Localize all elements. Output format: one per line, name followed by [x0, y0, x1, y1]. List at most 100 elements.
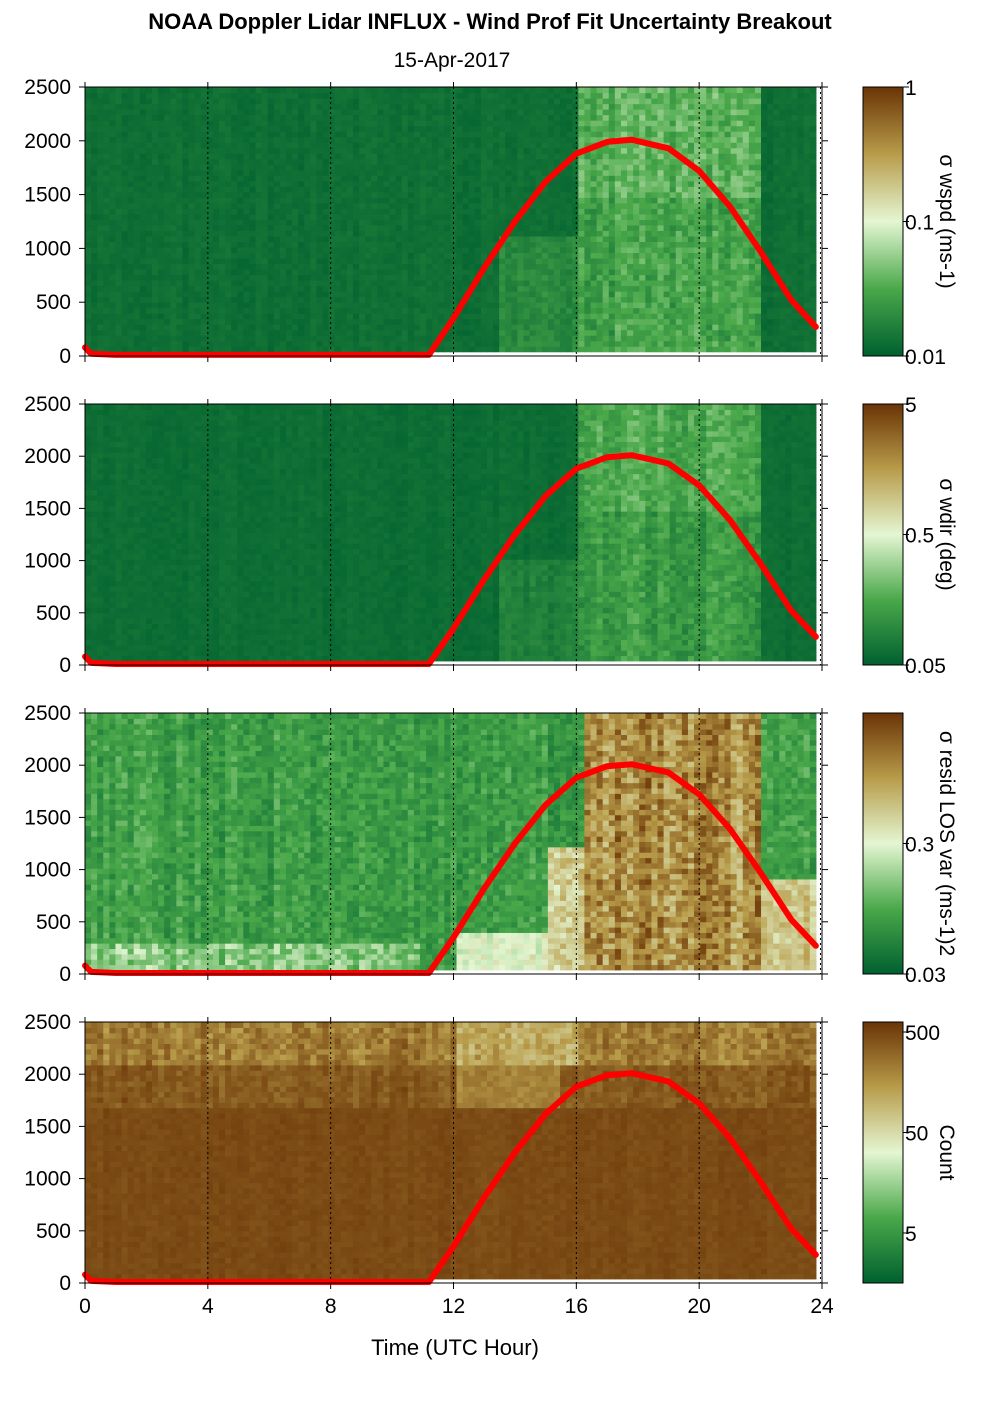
- heatmap-cell: [255, 202, 263, 209]
- heatmap-cell: [523, 274, 531, 281]
- heatmap-cell: [298, 180, 305, 187]
- heatmap-cell: [243, 202, 251, 209]
- heatmap-cell: [706, 92, 713, 99]
- heatmap-cell: [401, 208, 409, 215]
- heatmap-cell: [304, 191, 311, 198]
- heatmap-cell: [298, 302, 305, 309]
- heatmap-cell: [218, 103, 226, 110]
- heatmap-cell: [438, 175, 445, 182]
- heatmap-cell: [225, 318, 232, 325]
- heatmap-cell: [651, 136, 659, 143]
- heatmap-cell: [712, 296, 720, 303]
- heatmap-cell: [700, 98, 707, 105]
- heatmap-cell: [541, 131, 549, 138]
- heatmap-cell: [645, 340, 653, 347]
- heatmap-cell: [541, 186, 549, 193]
- heatmap-cell: [127, 208, 135, 215]
- heatmap-cell: [164, 230, 171, 237]
- heatmap-cell: [669, 142, 677, 149]
- heatmap-cell: [584, 302, 592, 309]
- heatmap-cell: [243, 280, 251, 287]
- heatmap-cell: [237, 142, 244, 149]
- heatmap-cell: [694, 175, 701, 182]
- heatmap-cell: [590, 175, 598, 182]
- heatmap-cell: [249, 324, 257, 331]
- heatmap-cell: [383, 280, 391, 287]
- heatmap-cell: [389, 131, 397, 138]
- heatmap-cell: [700, 197, 707, 204]
- heatmap-cell: [85, 120, 92, 127]
- heatmap-cell: [158, 147, 165, 154]
- heatmap-cell: [145, 197, 153, 204]
- heatmap-cell: [145, 98, 153, 105]
- heatmap-cell: [85, 142, 92, 149]
- heatmap-cell: [505, 274, 512, 281]
- heatmap-cell: [529, 335, 537, 342]
- heatmap-cell: [553, 125, 561, 132]
- heatmap-cell: [627, 158, 634, 165]
- heatmap-cell: [639, 313, 646, 320]
- heatmap-cell: [566, 186, 573, 193]
- heatmap-cell: [383, 109, 391, 116]
- heatmap-cell: [547, 252, 555, 259]
- heatmap-cell: [602, 191, 610, 198]
- heatmap-cell: [152, 103, 159, 110]
- heatmap-cell: [389, 268, 397, 276]
- heatmap-cell: [560, 340, 567, 347]
- heatmap-cell: [279, 213, 287, 220]
- heatmap-cell: [474, 147, 482, 154]
- heatmap-cell: [547, 153, 555, 160]
- heatmap-cell: [139, 125, 147, 132]
- heatmap-cell: [273, 335, 281, 342]
- heatmap-cell: [310, 302, 318, 309]
- heatmap-cell: [389, 335, 397, 342]
- heatmap-cell: [712, 114, 720, 121]
- heatmap-cell: [590, 280, 598, 287]
- heatmap-cell: [584, 224, 592, 231]
- heatmap-cell: [651, 191, 659, 198]
- heatmap-cell: [249, 114, 257, 121]
- heatmap-cell: [206, 224, 214, 231]
- heatmap-cell: [669, 274, 677, 281]
- heatmap-cell: [675, 219, 683, 226]
- heatmap-cell: [237, 241, 244, 248]
- heatmap-cell: [413, 147, 421, 154]
- heatmap-cell: [517, 329, 525, 336]
- heatmap-cell: [365, 219, 372, 226]
- heatmap-cell: [279, 268, 287, 276]
- heatmap-cell: [97, 164, 104, 171]
- heatmap-cell: [139, 114, 147, 121]
- heatmap-cell: [407, 335, 415, 342]
- heatmap-cell: [273, 164, 281, 171]
- heatmap-cell: [426, 268, 433, 276]
- heatmap-cell: [456, 208, 464, 215]
- heatmap-cell: [432, 197, 439, 204]
- heatmap-cell: [566, 103, 573, 110]
- heatmap-cell: [383, 302, 391, 309]
- heatmap-cell: [687, 307, 695, 314]
- heatmap-cell: [663, 224, 671, 231]
- heatmap-cell: [85, 246, 92, 254]
- heatmap-cell: [663, 324, 671, 331]
- heatmap-cell: [584, 197, 592, 204]
- heatmap-cell: [657, 208, 665, 215]
- heatmap-cell: [486, 329, 494, 336]
- heatmap-cell: [444, 120, 452, 127]
- heatmap-cell: [620, 268, 628, 276]
- heatmap-cell: [164, 109, 171, 116]
- heatmap-cell: [206, 335, 214, 342]
- heatmap-cell: [365, 109, 372, 116]
- heatmap-cell: [97, 296, 104, 303]
- heatmap-cell: [182, 230, 190, 237]
- heatmap-cell: [91, 120, 98, 127]
- heatmap-cell: [225, 120, 232, 127]
- heatmap-cell: [91, 291, 98, 298]
- heatmap-cell: [474, 285, 482, 292]
- heatmap-cell: [584, 208, 592, 215]
- heatmap-cell: [687, 142, 695, 149]
- heatmap-cell: [133, 180, 141, 187]
- heatmap-cell: [474, 191, 482, 198]
- heatmap-cell: [712, 92, 720, 99]
- heatmap-cell: [225, 224, 232, 231]
- heatmap-cell: [700, 329, 707, 336]
